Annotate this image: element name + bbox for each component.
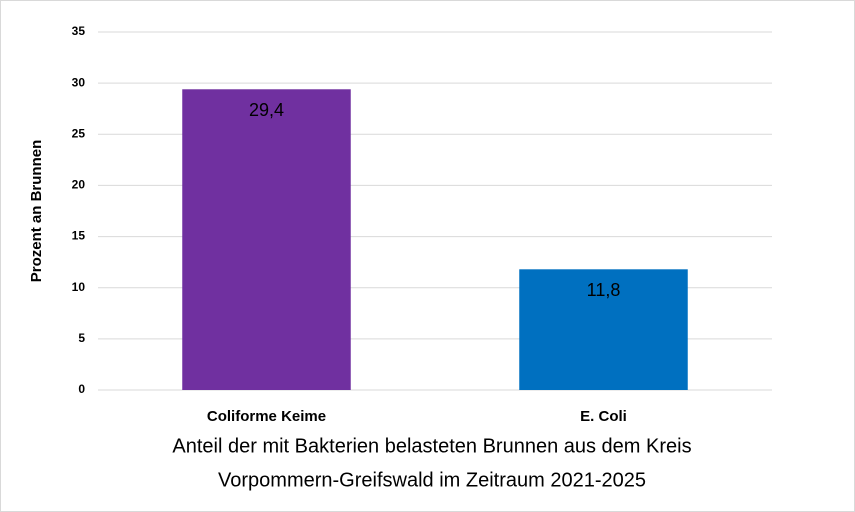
y-axis-title: Prozent an Brunnen: [28, 140, 45, 283]
x-axis-title: Vorpommern-Greifswald im Zeitraum 2021-2…: [218, 469, 646, 491]
y-tick-label: 5: [78, 331, 85, 345]
y-tick-label: 35: [72, 24, 86, 38]
value-label: 29,4: [249, 100, 284, 120]
y-tick-label: 25: [72, 126, 86, 140]
y-tick-label: 30: [72, 75, 86, 89]
value-label: 11,8: [587, 280, 621, 300]
y-tick-label: 10: [72, 280, 86, 294]
y-tick-label: 20: [72, 178, 86, 192]
bar: [519, 269, 688, 390]
x-tick-label: E. Coli: [580, 408, 627, 425]
y-tick-label: 15: [72, 229, 86, 243]
x-tick-label: Coliforme Keime: [207, 408, 326, 425]
y-tick-label: 0: [78, 382, 85, 396]
x-axis-title: Anteil der mit Bakterien belasteten Brun…: [172, 435, 691, 457]
bar: [182, 89, 351, 390]
